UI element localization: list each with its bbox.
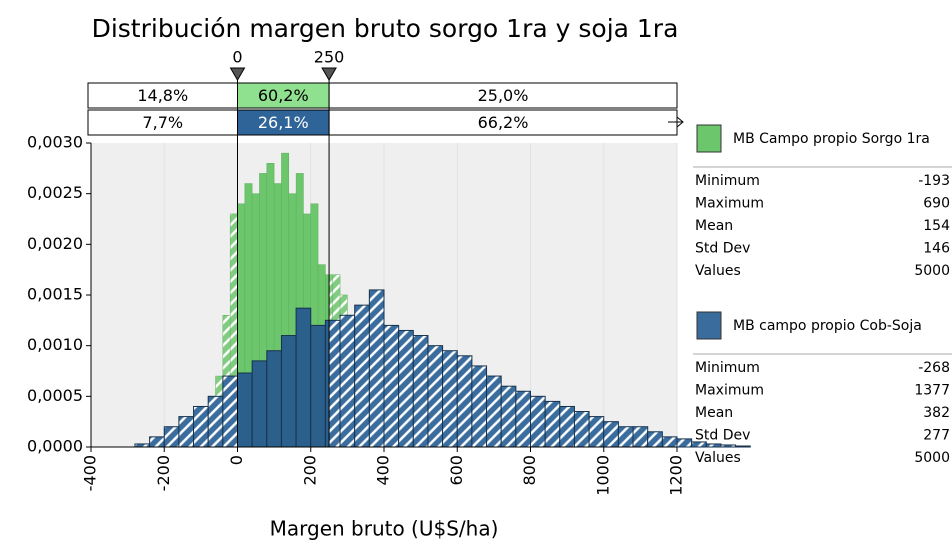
histogram-bar [368, 289, 385, 448]
stat-value: -268 [918, 360, 950, 376]
stat-label: Maximum [695, 383, 764, 399]
x-tick-label: -400 [81, 455, 100, 491]
region-percent: 14,8% [137, 86, 188, 105]
histogram-bar [207, 395, 224, 448]
y-tick-label: 0,0000 [27, 437, 83, 456]
stat-label: Mean [695, 218, 733, 234]
stat-label: Maximum [695, 196, 764, 212]
histogram-bar [573, 411, 590, 448]
legend-swatch [696, 311, 722, 340]
histogram-bar [515, 390, 531, 448]
histogram-bar [398, 329, 414, 448]
x-tick-label: 800 [520, 455, 539, 486]
x-axis-label: Margen bruto (U$S/ha) [270, 517, 499, 541]
stat-value: 154 [923, 218, 950, 234]
histogram-bar [442, 350, 458, 448]
histogram-bar [149, 436, 165, 448]
stat-label: Minimum [695, 360, 760, 376]
legend-label: MB Campo propio Sorgo 1ra [733, 131, 930, 147]
x-tick-label: 400 [374, 455, 393, 486]
delimiter-label: 250 [314, 48, 345, 67]
histogram-bar [251, 360, 268, 448]
region-percent: 7,7% [142, 113, 183, 132]
histogram-bar [412, 335, 429, 448]
histogram-bar [163, 426, 180, 448]
histogram-bar [237, 372, 253, 448]
region-cell [87, 82, 238, 109]
histogram-bar [295, 307, 312, 448]
region-percent: 60,2% [258, 86, 309, 105]
region-cell [328, 109, 678, 136]
y-tick-label: 0,0030 [27, 133, 83, 152]
x-tick-label: 600 [447, 455, 466, 486]
y-tick-label: 0,0015 [27, 285, 83, 304]
histogram-bar [676, 438, 693, 448]
legend-label: MB campo propio Cob-Soja [733, 318, 922, 334]
y-tick-label: 0,0005 [27, 386, 83, 405]
histogram-bar [720, 444, 737, 448]
histogram-bar [544, 400, 561, 448]
histogram-bar [456, 355, 473, 448]
legend-swatch [696, 124, 722, 153]
stat-label: Minimum [695, 173, 760, 189]
region-percent: 26,1% [258, 113, 309, 132]
expand-arrow [668, 116, 684, 128]
histogram-bar [280, 335, 297, 448]
stat-label: Values [695, 263, 741, 279]
histogram-bar [427, 345, 444, 448]
stat-value: 1377 [914, 383, 950, 399]
histogram-bar [500, 385, 517, 448]
stat-label: Std Dev [695, 428, 750, 444]
histogram-bar [632, 426, 649, 448]
stat-label: Values [695, 450, 741, 466]
x-tick-label: -200 [154, 455, 173, 491]
histogram-bar [339, 314, 356, 448]
x-tick-label: 1000 [593, 455, 612, 496]
histogram-bar [559, 405, 575, 448]
stat-value: 5000 [914, 450, 950, 466]
histogram-bar [310, 324, 326, 448]
y-tick-label: 0,0025 [27, 183, 83, 202]
histogram-bar [193, 405, 209, 448]
x-tick-label: 0 [227, 455, 246, 465]
stat-label: Std Dev [695, 241, 750, 257]
histogram-bar [661, 436, 678, 448]
histogram-bar [178, 416, 195, 448]
stat-value: 690 [923, 196, 950, 212]
x-tick-label: 200 [300, 455, 319, 486]
stat-value: -193 [918, 173, 950, 189]
region-percent: 25,0% [478, 86, 529, 105]
chart-title: Distribución margen bruto sorgo 1ra y so… [92, 14, 679, 43]
histogram-bar [530, 395, 546, 448]
histogram-bar [735, 445, 751, 448]
histogram-bar [603, 421, 619, 448]
histogram-bar [354, 304, 370, 448]
stat-value: 5000 [914, 263, 950, 279]
y-tick-label: 0,0020 [27, 234, 83, 253]
x-tick-label: 1200 [667, 455, 686, 496]
histogram-bar [222, 375, 239, 448]
histogram-bar [705, 443, 722, 448]
stat-label: Mean [695, 405, 733, 421]
delimiter-label: 0 [232, 48, 242, 67]
region-cell [237, 109, 330, 136]
region-cell [237, 82, 330, 109]
histogram-bar [486, 375, 502, 448]
histogram-bar [647, 431, 663, 448]
delimiter-handle [321, 67, 337, 81]
region-cell [87, 109, 238, 136]
histogram-bar [324, 319, 341, 448]
stat-value: 382 [923, 405, 950, 421]
y-tick-label: 0,0010 [27, 335, 83, 354]
histogram-bar [383, 324, 400, 448]
delimiter-handle [229, 67, 246, 81]
stat-value: 277 [923, 428, 950, 444]
histogram-bar [266, 350, 282, 448]
region-percent: 66,2% [478, 113, 529, 132]
histogram-bar [617, 426, 634, 448]
stat-value: 146 [923, 241, 950, 257]
histogram-bar [588, 416, 605, 448]
histogram-bar [471, 365, 488, 448]
